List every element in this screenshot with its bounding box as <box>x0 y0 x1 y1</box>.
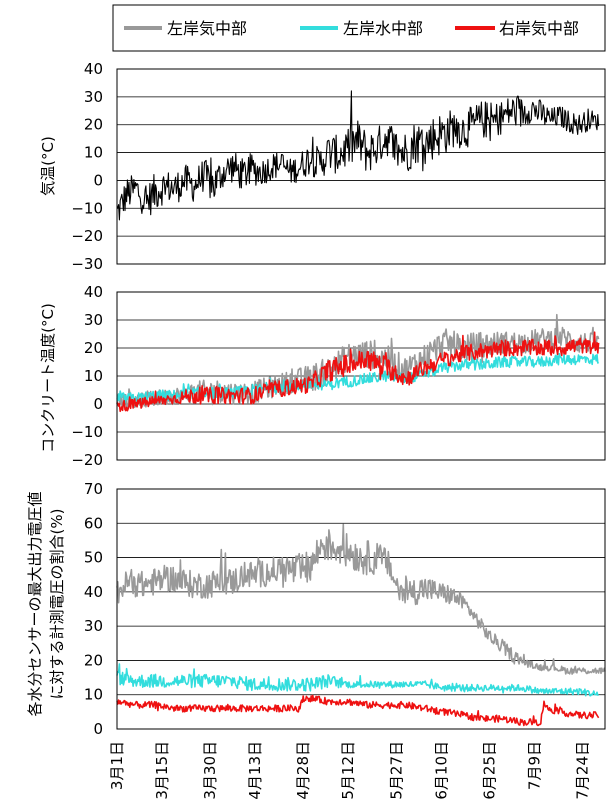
x-tick-label: 6月25日 <box>480 741 498 800</box>
panel-2-series <box>116 313 600 413</box>
x-tick-label: 5月12日 <box>339 741 357 800</box>
y-tick-label: 40 <box>84 583 103 601</box>
legend-label-1: 左岸水中部 <box>343 19 423 38</box>
y-tick-label: 10 <box>84 367 103 385</box>
y-tick-label: 50 <box>84 549 103 567</box>
panel-3-ylabel-line-1: 各水分センサーの最大出力電圧値 <box>26 491 44 716</box>
y-tick-label: 70 <box>84 480 103 498</box>
legend-label-0: 左岸気中部 <box>167 19 247 38</box>
panel-air-temperature: 40 30 20 10 0 −10 −20 −30 気温(°C) <box>39 60 606 273</box>
panel-moisture-ratio: 70 60 50 40 30 20 10 0 各水分センサーの最大出力電圧値 に対する計測電圧… <box>26 480 606 738</box>
panel-2-frame <box>116 291 606 461</box>
y-tick-label: −20 <box>71 451 103 469</box>
y-tick-label: 20 <box>84 651 103 669</box>
series-line-0 <box>116 523 606 675</box>
legend-box <box>112 4 606 52</box>
panel-3-ylabel-line-2: に対する計測電圧の割合(%) <box>48 509 66 700</box>
y-tick-label: 0 <box>93 720 103 738</box>
y-tick-label: 40 <box>84 283 103 301</box>
y-tick-label: 10 <box>84 686 103 704</box>
y-tick-label: 20 <box>84 116 103 134</box>
panel-2-ylabel: コンクリート温度(°C) <box>39 303 57 453</box>
panel-1-yticks: 40 30 20 10 0 −10 −20 −30 <box>71 60 103 273</box>
panel-1-series <box>116 90 600 221</box>
y-tick-label: 60 <box>84 514 103 532</box>
legend-label-2: 右岸気中部 <box>499 19 579 38</box>
series-line-2 <box>116 694 600 727</box>
y-tick-label: 20 <box>84 339 103 357</box>
panel-1-frame <box>116 68 606 265</box>
y-tick-label: 40 <box>84 60 103 78</box>
panel-concrete-temperature: 40 30 20 10 0 −10 −20 コンクリート温度(°C) <box>39 283 606 469</box>
y-tick-label: −10 <box>71 423 103 441</box>
x-tick-label: 4月28日 <box>294 741 312 800</box>
x-tick-label: 4月13日 <box>246 741 264 800</box>
y-tick-label: 30 <box>84 311 103 329</box>
x-tick-label: 3月15日 <box>153 741 171 800</box>
x-tick-label: 3月1日 <box>108 741 126 790</box>
series-line-2 <box>116 331 600 413</box>
x-tick-label: 3月30日 <box>201 741 219 800</box>
panel-3-frame <box>116 488 606 730</box>
y-tick-label: 0 <box>93 171 103 189</box>
x-tick-label: 7月24日 <box>574 741 592 800</box>
x-tick-label: 7月9日 <box>525 741 543 790</box>
series-line-1 <box>116 663 599 697</box>
panel-1-ylabel: 気温(°C) <box>39 136 57 196</box>
y-tick-label: −20 <box>71 227 103 245</box>
y-tick-label: −30 <box>71 255 103 273</box>
panel-3-series <box>116 523 606 727</box>
y-tick-label: 10 <box>84 144 103 162</box>
y-tick-label: 30 <box>84 88 103 106</box>
x-tick-label: 6月10日 <box>432 741 450 800</box>
y-tick-label: −10 <box>71 199 103 217</box>
panel-3-yticks: 70 60 50 40 30 20 10 0 <box>84 480 103 738</box>
x-tick-label: 5月27日 <box>387 741 405 800</box>
series-line-0 <box>116 90 600 221</box>
x-axis-tick-labels: 3月1日 3月15日 3月30日 4月13日 4月28日 5月12日 5月27日 6月10日 6… <box>108 741 592 800</box>
y-tick-label: 30 <box>84 617 103 635</box>
panel-2-yticks: 40 30 20 10 0 −10 −20 <box>71 283 103 469</box>
legend: 左岸気中部 左岸水中部 右岸気中部 <box>112 4 606 52</box>
series-line-1 <box>116 352 600 404</box>
y-tick-label: 0 <box>93 395 103 413</box>
